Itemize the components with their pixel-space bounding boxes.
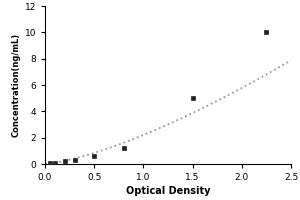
Y-axis label: Concentration(ng/mL): Concentration(ng/mL) <box>11 33 20 137</box>
X-axis label: Optical Density: Optical Density <box>126 186 210 196</box>
